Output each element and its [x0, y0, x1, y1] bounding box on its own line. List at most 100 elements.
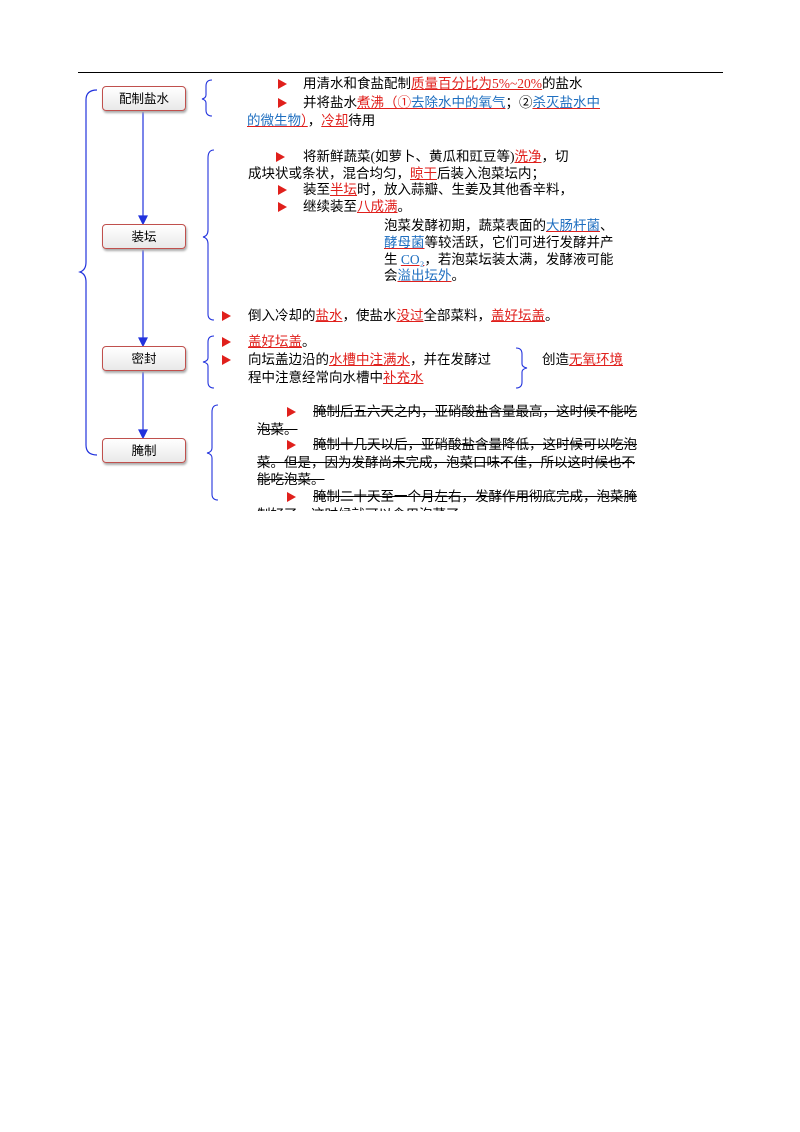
text-segment: 腌制二十天至一个月左右，发酵作用彻底完成，泡菜腌 [313, 489, 637, 504]
step-braces [201, 79, 528, 501]
bullet [276, 152, 285, 162]
text-segment: 生 [384, 252, 401, 267]
text-segment: 会 [384, 268, 398, 283]
text-segment: 的盐水 [542, 76, 583, 91]
text-segment: 倒入冷却的 [248, 308, 316, 323]
text-segment: 全部菜料， [423, 308, 492, 323]
text-segment: 后装入泡菜坛内； [437, 166, 545, 181]
text-segment: 、 [600, 218, 614, 233]
text-segment: 。 [545, 308, 559, 323]
text-segment: 继续装至 [303, 199, 357, 214]
bullet [278, 185, 287, 195]
text-segment: 晾干 [410, 166, 437, 181]
text-segment: 盖好坛盖 [491, 308, 545, 323]
text-segment: 时，放入蒜瓣、生姜及其他香辛料， [357, 182, 573, 197]
step-box: 配制盐水 [102, 86, 186, 111]
text-segment: 没过 [396, 308, 424, 323]
text-line: 程中注意经常向水槽中补充水 [248, 370, 424, 386]
text-segment: 无氧环境 [569, 352, 623, 367]
text-segment: 腌制后五六天之内，亚硝酸盐含量最高，这时候不能吃 [313, 404, 637, 419]
text-segment: 能吃泡菜。 [257, 472, 325, 487]
text-segment: 制好了，这时候就可以食用泡菜了。 [257, 507, 473, 511]
text-line: 将新鲜蔬菜(如萝卜、黄瓜和豇豆等)洗净，切 [303, 149, 569, 165]
text-segment: 去除水中的氧气 [411, 95, 506, 110]
text-segment: 补充水 [383, 370, 424, 385]
text-segment: 煮沸（① [357, 95, 411, 110]
step-box: 密封 [102, 346, 186, 371]
text-segment: 八成满 [357, 199, 398, 214]
text-line: 向坛盖边沿的水槽中注满水，并在发酵过 [248, 352, 491, 368]
text-line: 菜。但是，因为发酵尚未完成，泡菜口味不佳，所以这时候也不 [257, 455, 635, 471]
text-line: 成块状或条状，混合均匀，晾干后装入泡菜坛内； [248, 166, 545, 182]
text-line: 并将盐水煮沸（①去除水中的氧气；②杀灭盐水中 [303, 95, 600, 111]
text-line: 酵母菌等较活跃，它们可进行发酵并产 [384, 235, 614, 251]
text-line: 装至半坛时，放入蒜瓣、生姜及其他香辛料， [303, 182, 573, 198]
text-line: 泡菜。 [257, 422, 298, 438]
text-segment: 程中注意经常向水槽中 [248, 370, 383, 385]
text-segment: 洗净 [514, 149, 542, 164]
text-segment: 溢出坛外 [397, 268, 452, 283]
text-segment: ；② [505, 95, 533, 110]
diagram-lines [78, 72, 723, 501]
text-segment: CO₂ [400, 252, 425, 267]
text-segment: 盖好坛盖 [248, 334, 302, 349]
bullet [222, 355, 231, 365]
text-line: 腌制后五六天之内，亚硝酸盐含量最高，这时候不能吃 [313, 404, 637, 420]
bullet [287, 440, 296, 450]
text-segment: 用清水和食盐配制 [303, 76, 411, 91]
text-segment: ，并在发酵过 [410, 352, 491, 367]
text-segment: 待用 [348, 113, 376, 128]
bullet [222, 337, 231, 347]
text-line: 倒入冷却的盐水，使盐水没过全部菜料，盖好坛盖。 [248, 308, 559, 324]
text-line: 制好了，这时候就可以食用泡菜了。 [257, 507, 473, 511]
text-line: 泡菜发酵初期，蔬菜表面的大肠杆菌、 [384, 218, 614, 234]
bullet [287, 492, 296, 502]
text-segment: 泡菜。 [257, 422, 298, 437]
text-segment: 酵母菌 [384, 235, 425, 250]
text-line: 能吃泡菜。 [257, 472, 325, 488]
bullet [222, 311, 231, 321]
text-segment: 向坛盖边沿的 [248, 352, 329, 367]
text-segment: 水槽中注满水 [329, 352, 410, 367]
bullet [278, 79, 287, 89]
text-line: 创造无氧环境 [542, 352, 623, 368]
text-line: 生 CO₂，若泡菜坛装太满，发酵液可能 [384, 252, 613, 268]
text-segment: ， [307, 113, 322, 128]
step-box: 腌制 [102, 438, 186, 463]
text-segment: 的微生物 [247, 113, 301, 128]
text-segment: ，切 [541, 149, 569, 164]
text-line: 盖好坛盖。 [248, 334, 316, 350]
text-segment: 半坛 [330, 182, 357, 197]
text-segment: 杀灭盐水中 [532, 95, 601, 110]
text-segment: 。 [302, 334, 316, 349]
text-segment: 等较活跃，它们可进行发酵并产 [424, 235, 614, 250]
text-segment: ，若泡菜坛装太满，发酵液可能 [424, 252, 614, 267]
content: 配制盐水 装坛 密封 腌制 用清水和食盐配制质量百分比为5%~20%的盐水 并将盐… [0, 0, 800, 511]
text-segment: ，使盐水 [342, 308, 397, 323]
flow-arrows [138, 112, 148, 440]
text-segment: 质量百分比为5%~20% [411, 76, 543, 91]
text-line: 用清水和食盐配制质量百分比为5%~20%的盐水 [303, 76, 583, 92]
bullet [287, 407, 296, 417]
text-segment: 。 [397, 199, 412, 214]
text-segment: ） [301, 113, 308, 128]
text-line: 腌制二十天至一个月左右，发酵作用彻底完成，泡菜腌 [313, 489, 637, 505]
text-segment: 泡菜发酵初期，蔬菜表面的 [384, 218, 546, 233]
text-line: 会溢出坛外。 [384, 268, 465, 284]
main-brace [78, 89, 98, 456]
text-segment: 将新鲜蔬菜(如萝卜、黄瓜和豇豆等) [303, 149, 515, 164]
text-segment: 装至 [303, 182, 330, 197]
text-segment: 菜。但是，因为发酵尚未完成，泡菜口味不佳，所以这时候也不 [257, 455, 635, 470]
text-line: 的微生物），冷却待用 [247, 113, 375, 129]
step-box: 装坛 [102, 224, 186, 249]
text-segment: 创造 [542, 352, 569, 367]
text-line: 腌制十几天以后，亚硝酸盐含量降低，这时候可以吃泡 [313, 437, 637, 453]
text-segment: 冷却 [321, 113, 349, 128]
text-segment: 腌制十几天以后，亚硝酸盐含量降低，这时候可以吃泡 [313, 437, 637, 452]
bullet [278, 98, 287, 108]
text-segment: 并将盐水 [303, 95, 357, 110]
text-segment: 盐水 [315, 308, 343, 323]
text-segment: 成块状或条状，混合均匀， [248, 166, 410, 181]
bullet [278, 202, 287, 212]
